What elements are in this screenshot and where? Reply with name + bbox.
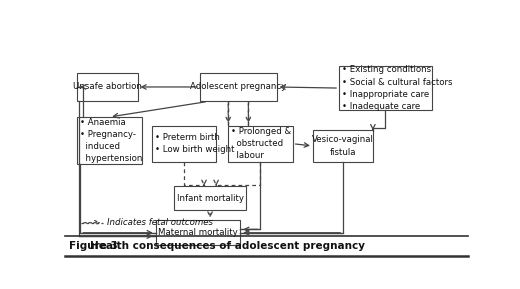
FancyBboxPatch shape xyxy=(313,130,373,162)
Text: Health consequences of adolescent pregnancy: Health consequences of adolescent pregna… xyxy=(90,241,365,251)
Text: • Preterm birth
• Low birth weight: • Preterm birth • Low birth weight xyxy=(155,133,235,154)
FancyBboxPatch shape xyxy=(174,186,246,210)
Text: • Prolonged &
  obstructed
  labour: • Prolonged & obstructed labour xyxy=(231,127,292,160)
FancyBboxPatch shape xyxy=(152,126,216,162)
FancyBboxPatch shape xyxy=(339,66,432,110)
Text: Indicates fetal outcomes: Indicates fetal outcomes xyxy=(107,218,213,227)
FancyBboxPatch shape xyxy=(77,117,141,164)
FancyBboxPatch shape xyxy=(200,73,277,101)
FancyBboxPatch shape xyxy=(228,126,293,162)
Text: • Anaemia
• Pregnancy-
  induced
  hypertension: • Anaemia • Pregnancy- induced hypertens… xyxy=(80,118,142,163)
FancyBboxPatch shape xyxy=(155,221,240,245)
Text: Vesico-vaginal
fistula: Vesico-vaginal fistula xyxy=(312,135,374,157)
FancyBboxPatch shape xyxy=(77,73,137,101)
Text: Unsafe abortion: Unsafe abortion xyxy=(73,82,142,92)
Text: Infant mortality: Infant mortality xyxy=(177,194,243,203)
Text: • Existing conditions
• Social & cultural factors
• Inappropriate care
• Inadequ: • Existing conditions • Social & cultura… xyxy=(342,65,453,111)
Text: Maternal mortality: Maternal mortality xyxy=(158,228,238,237)
Text: Adolescent pregnancy: Adolescent pregnancy xyxy=(190,82,287,92)
Text: Figure 3: Figure 3 xyxy=(69,241,121,251)
